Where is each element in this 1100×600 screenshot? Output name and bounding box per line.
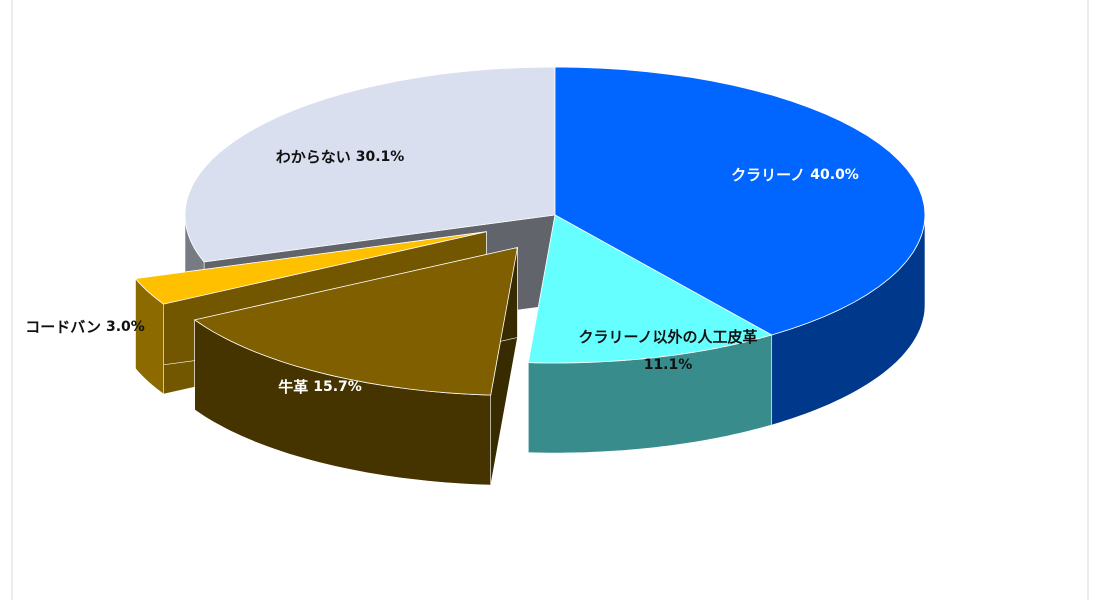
data-label: クラリーノ以外の人工皮革 11.1% <box>578 328 757 374</box>
category-label: クラリーノ <box>731 166 805 184</box>
category-label: 牛革 <box>278 378 308 396</box>
value-label: 15.7% <box>313 379 362 395</box>
category-label: クラリーノ以外の人工皮革 <box>578 328 757 346</box>
data-label: クラリーノ 40.0% <box>731 166 859 184</box>
value-label: 40.0% <box>810 167 859 183</box>
slice <box>554 66 926 336</box>
category-label: コードバン <box>25 318 101 336</box>
slice <box>527 214 773 364</box>
data-label: 牛革 15.7% <box>278 378 362 396</box>
slice <box>134 231 487 305</box>
value-label: 11.1% <box>644 357 693 373</box>
slice <box>193 246 518 396</box>
category-label: わからない <box>276 148 351 166</box>
value-label: 3.0% <box>106 319 145 335</box>
value-label: 30.1% <box>356 149 405 165</box>
data-labels: クラリーノ 40.0% クラリーノ以外の人工皮革 11.1% 牛革 15.7% コードバン 3… <box>25 148 859 396</box>
slice <box>184 66 556 263</box>
data-label: コードバン 3.0% <box>25 318 145 336</box>
data-label: わからない 30.1% <box>276 148 405 166</box>
pie <box>134 66 926 486</box>
